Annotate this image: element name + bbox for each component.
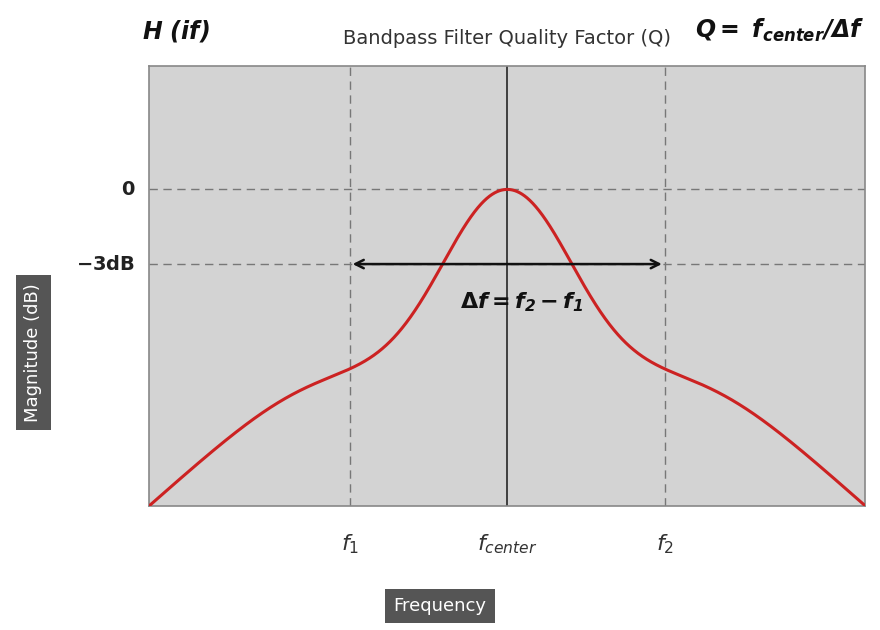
Text: $f_{center}$: $f_{center}$	[477, 532, 538, 556]
Text: $f_2$: $f_2$	[656, 532, 674, 556]
Text: Frequency: Frequency	[393, 597, 487, 615]
Text: $\mathbf{-3dB}$: $\mathbf{-3dB}$	[76, 255, 136, 273]
Title: Bandpass Filter Quality Factor (Q): Bandpass Filter Quality Factor (Q)	[343, 29, 671, 49]
Text: Magnitude (dB): Magnitude (dB)	[25, 284, 42, 422]
Text: $\mathbf{\Delta \bfit{f} = \bfit{f}_2 - \bfit{f}_1}$: $\mathbf{\Delta \bfit{f} = \bfit{f}_2 - …	[459, 290, 583, 314]
Text: $\mathbf{0}$: $\mathbf{0}$	[121, 180, 136, 199]
Text: $\bfit{H}$ $\bfit{(if)}$: $\bfit{H}$ $\bfit{(if)}$	[143, 18, 210, 45]
Text: $f_1$: $f_1$	[341, 532, 359, 556]
Text: $\bfit{Q=}\ \bfit{f}_{\bfit{center}}\bfit{/\Delta f}$: $\bfit{Q=}\ \bfit{f}_{\bfit{center}}\bfi…	[695, 17, 865, 45]
